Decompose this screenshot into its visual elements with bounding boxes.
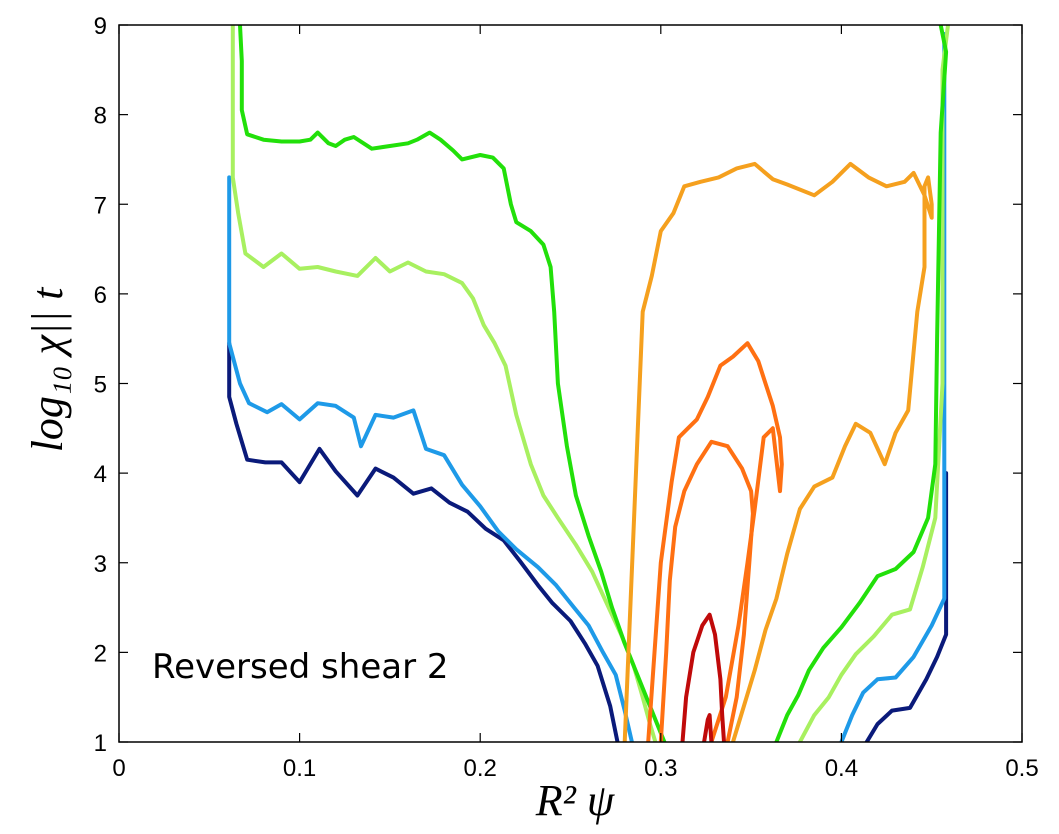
y-tick-label: 5: [94, 372, 107, 399]
x-tick-label: 0.1: [283, 755, 316, 782]
y-tick-label: 7: [94, 192, 107, 219]
contour-6-line-1: [646, 341, 784, 742]
contour-6-line-2: [658, 439, 755, 742]
y-tick-label: 1: [94, 730, 107, 757]
series-layer: [227, 25, 950, 742]
contour-3-line-1: [230, 25, 658, 742]
contour-5-line-1: [622, 161, 934, 742]
tick-layer: 0 0.1 0.2 0.3 0.4 0.5 1 2 3 4 5 6 7 8 9: [94, 13, 1039, 782]
y-tick-label: 8: [94, 103, 107, 130]
contour-2-line-1: [227, 175, 634, 742]
x-axis-label: R² ψ: [535, 776, 615, 825]
x-tick-label: 0: [112, 755, 125, 782]
contour-4-line-1: [238, 25, 667, 742]
contour-1-line-1: [227, 341, 620, 742]
contour-3-line-2: [797, 25, 950, 742]
contour-1-line-2: [864, 471, 949, 742]
y-tick-label: 4: [94, 461, 107, 488]
annotation-label: Reversed shear 2: [152, 647, 449, 687]
contour-7-line-1: [680, 612, 726, 742]
y-tick-label: 6: [94, 282, 107, 309]
x-tick-label: 0.5: [1005, 755, 1038, 782]
x-tick-label: 0.2: [464, 755, 497, 782]
x-tick-label: 0.4: [825, 755, 858, 782]
contour-7-line-2: [702, 713, 714, 742]
y-tick-label: 9: [94, 13, 107, 40]
contour-2-line-2: [839, 32, 947, 742]
y-tick-label: 3: [94, 551, 107, 578]
y-axis-label: log₁₀ χ|| t: [23, 286, 72, 452]
plot-frame: [118, 24, 1023, 743]
x-tick-label: 0.3: [644, 755, 677, 782]
contour-4-line-2: [774, 25, 949, 742]
y-tick-label: 2: [94, 640, 107, 667]
